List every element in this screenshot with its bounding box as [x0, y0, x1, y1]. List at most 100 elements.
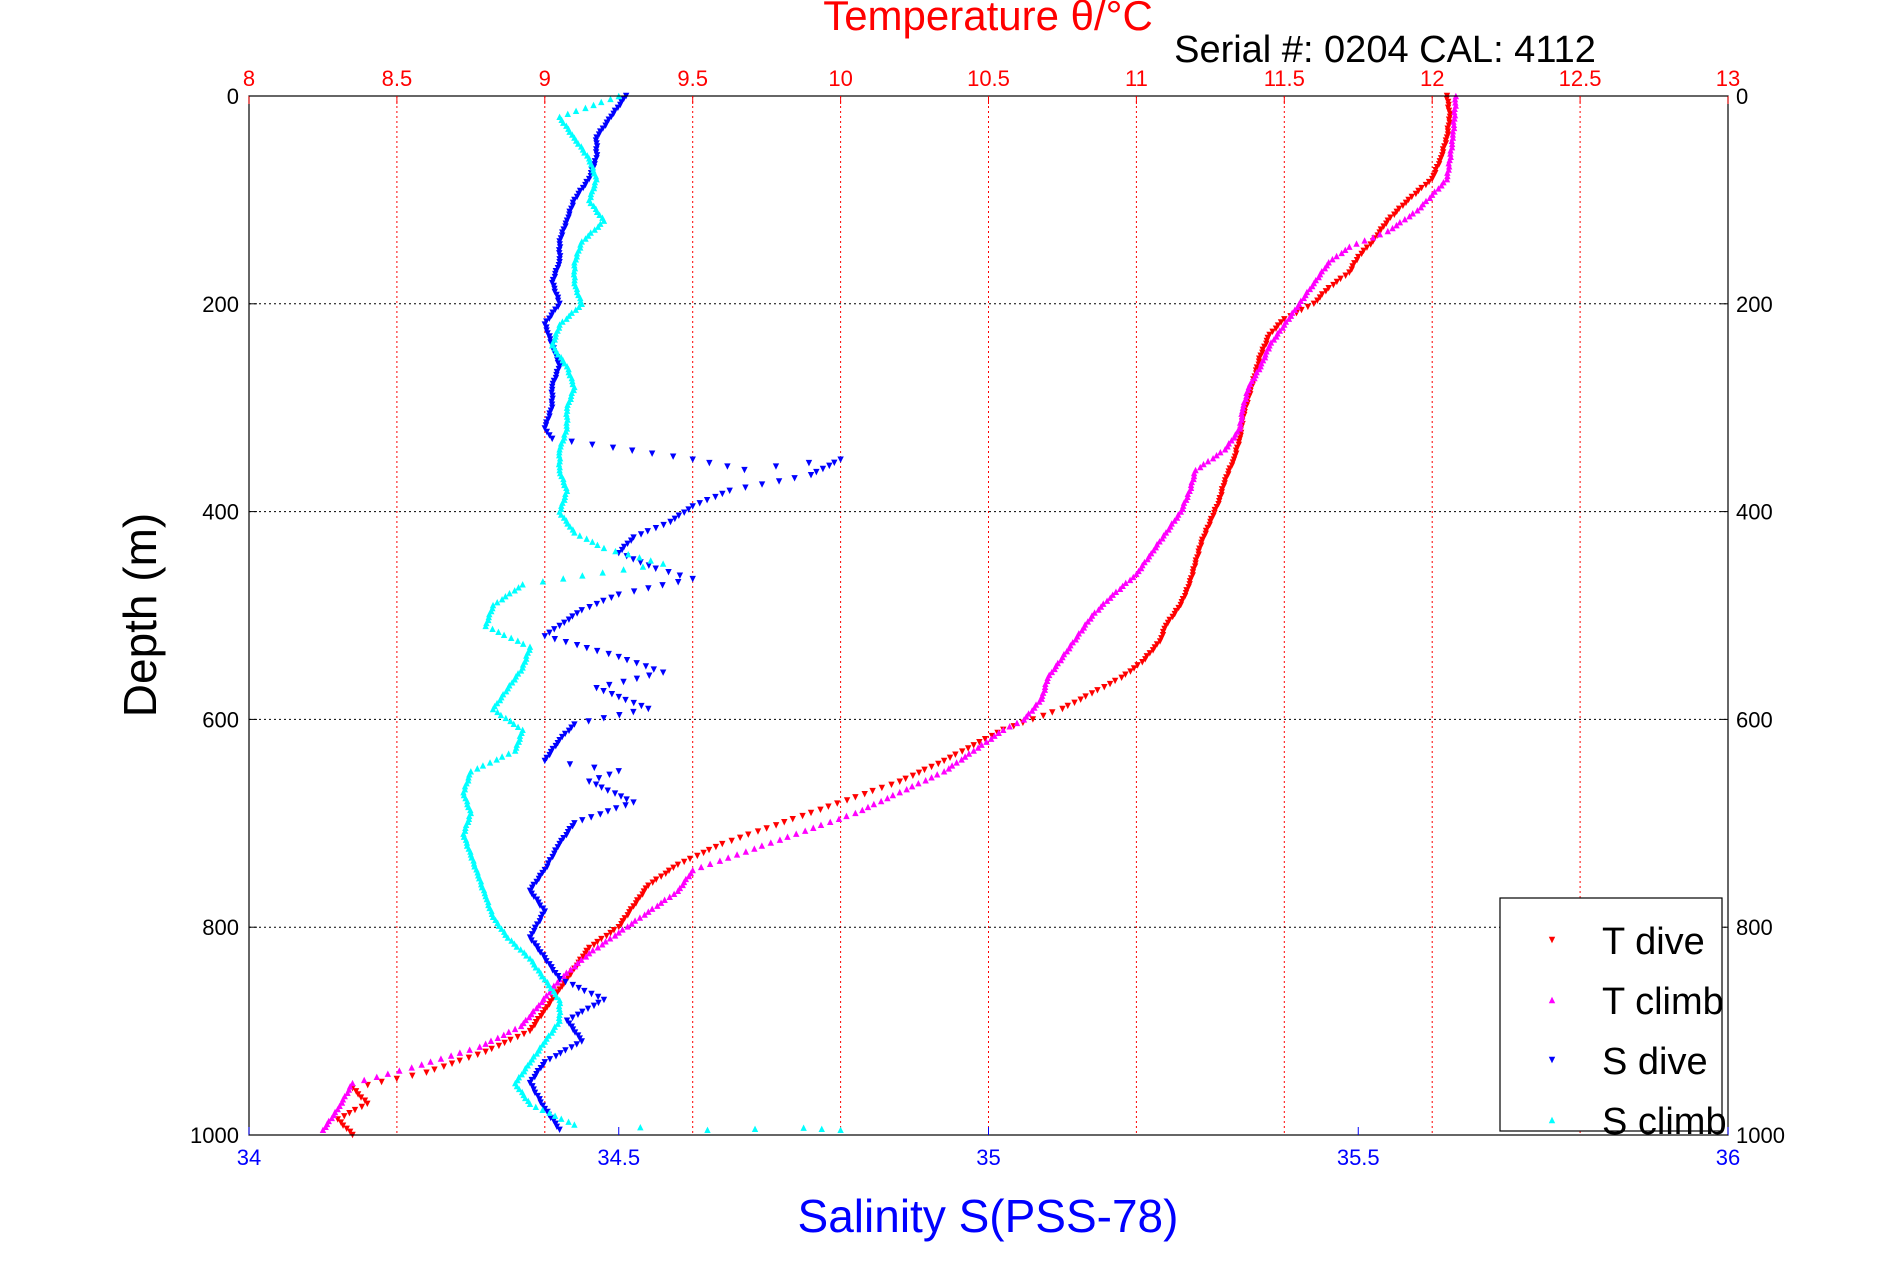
s-dive-point: [569, 613, 576, 620]
s-climb-point: [555, 1002, 563, 1010]
t-climb-point: [1447, 150, 1454, 157]
s-climb-point: [563, 422, 570, 429]
t-dive-point: [364, 1081, 371, 1089]
s-climb-point: [575, 303, 583, 310]
t-climb-point: [1044, 674, 1051, 682]
t-dive-point: [364, 1100, 371, 1108]
s-climb-point: [566, 523, 574, 530]
t-climb-point: [948, 762, 956, 769]
s-dive-point: [544, 863, 551, 871]
s-climb-point: [489, 705, 497, 713]
s-climb-point: [556, 449, 563, 456]
t-climb-point: [1184, 490, 1192, 497]
s-climb-point: [519, 661, 527, 668]
s-dive-point: [585, 718, 592, 725]
s-climb-point: [636, 554, 643, 561]
s-dive-point: [630, 799, 637, 806]
s-climb-point: [508, 634, 515, 641]
t-climb-point: [978, 741, 985, 748]
t-climb-point: [1119, 582, 1126, 590]
t-dive-point: [1118, 674, 1125, 682]
t-climb-point: [1048, 668, 1056, 676]
s-climb-point: [465, 812, 473, 820]
t-climb-point: [554, 979, 561, 986]
s-climb-point: [474, 765, 481, 772]
s-climb-point: [570, 267, 578, 275]
s-dive-point: [529, 1083, 536, 1090]
s-climb-point: [467, 806, 474, 814]
t-climb-point: [1448, 140, 1456, 148]
s-dive-point: [645, 705, 652, 713]
t-climb-point: [578, 956, 585, 963]
s-dive-point: [536, 918, 544, 925]
t-climb-point: [517, 1022, 525, 1030]
s-dive-point: [561, 619, 568, 626]
t-climb-point: [1000, 726, 1007, 733]
s-climb-point: [569, 377, 576, 385]
t-dive-point: [615, 924, 622, 931]
s-dive-point: [595, 775, 603, 782]
t-climb-point: [611, 932, 619, 939]
t-dive-point: [501, 1039, 508, 1047]
t-climb-point: [447, 1052, 455, 1059]
t-dive-point: [1088, 690, 1096, 697]
s-dive-point: [772, 463, 780, 470]
s-climb-point: [513, 741, 520, 748]
s-dive-point: [548, 435, 556, 443]
s-climb-point: [551, 1112, 559, 1119]
s-dive-point: [742, 484, 749, 491]
legend-marker-t-climb: [1548, 996, 1556, 1004]
t-climb-point: [1239, 404, 1247, 411]
s-dive-point: [556, 840, 563, 848]
t-climb-point: [1361, 237, 1368, 244]
s-dive-point: [586, 603, 593, 611]
t-climb-point: [543, 992, 550, 999]
s-climb-point: [477, 877, 485, 885]
t-dive-point: [346, 1109, 353, 1117]
s-climb-point: [557, 440, 565, 447]
s-climb-point: [556, 321, 563, 328]
s-climb-point: [579, 572, 586, 579]
s-dive-point: [536, 1096, 543, 1103]
t-dive-point: [465, 1054, 473, 1062]
s-dive-point: [706, 459, 713, 467]
x-axis-title: Salinity S(PSS-78): [798, 1190, 1179, 1242]
s-dive-point: [537, 1099, 544, 1106]
t-dive-point: [423, 1069, 430, 1076]
s-dive-point: [624, 540, 631, 548]
t-dive-point: [861, 791, 868, 798]
s-climb-point: [474, 869, 481, 876]
s-dive-point: [606, 681, 613, 689]
t-climb-point: [716, 857, 724, 864]
t-dive-point: [843, 797, 851, 804]
s-climb-point: [552, 330, 560, 337]
t-climb-point: [344, 1089, 351, 1096]
t-climb-point: [1449, 127, 1457, 135]
t-climb-point: [585, 949, 593, 957]
s-climb-point: [508, 937, 515, 944]
s-climb-point: [563, 315, 570, 322]
t-dive-point: [799, 812, 806, 820]
s-dive-point: [604, 787, 611, 794]
s-climb-point: [495, 628, 502, 636]
t-climb-point: [1393, 221, 1400, 229]
t-climb-point: [1112, 588, 1120, 595]
t-climb-point: [1159, 535, 1166, 542]
s-dive-point: [617, 793, 625, 800]
t-dive-point: [393, 1075, 400, 1083]
s-climb-point: [600, 217, 608, 224]
s-climb-point: [564, 401, 571, 408]
s-dive-point: [623, 656, 631, 664]
temperature-tick-label: 12: [1420, 66, 1444, 91]
s-dive-point: [689, 575, 696, 583]
t-dive-point: [745, 831, 752, 838]
s-dive-point: [585, 778, 593, 785]
t-climb-point: [334, 1105, 341, 1113]
t-climb-point: [606, 935, 614, 942]
t-climb-point: [560, 972, 567, 980]
t-dive-point: [878, 784, 886, 792]
s-dive-point: [671, 515, 679, 523]
t-climb-point: [624, 923, 631, 930]
s-dive-point: [606, 771, 613, 779]
s-dive-point: [685, 506, 692, 513]
